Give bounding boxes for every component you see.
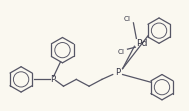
Text: Pd: Pd bbox=[136, 39, 148, 48]
Text: P: P bbox=[115, 68, 120, 77]
Text: Cl: Cl bbox=[124, 16, 131, 22]
Text: P: P bbox=[50, 75, 55, 84]
Text: Cl: Cl bbox=[118, 49, 125, 55]
